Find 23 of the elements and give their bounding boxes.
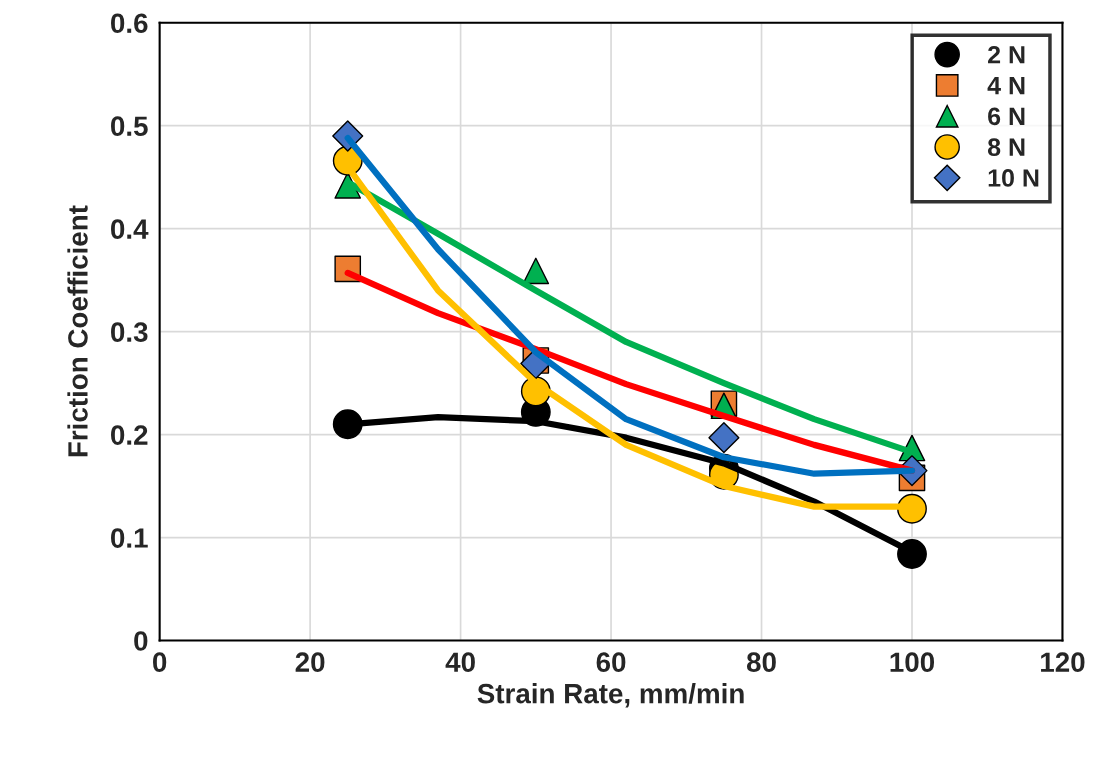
y-tick-label: 0 — [134, 631, 148, 651]
legend-label: 10 N — [988, 169, 1039, 187]
y-tick-label: 0.1 — [111, 528, 148, 548]
x-tick-label: 100 — [890, 652, 935, 673]
y-tick-label: 0.6 — [111, 13, 148, 34]
y-tick-label: 0.5 — [111, 116, 148, 137]
y-tick-label: 0.4 — [111, 219, 149, 239]
x-tick-label: 0 — [153, 652, 167, 673]
legend-label: 4 N — [987, 76, 1025, 95]
y-tick-label: 0.2 — [111, 425, 148, 445]
y-axis-title: Friction Coefficient — [67, 205, 88, 457]
x-tick-label: 60 — [596, 652, 626, 673]
legend-label: 2 N — [988, 45, 1025, 64]
x-tick-label: 120 — [1041, 652, 1085, 673]
x-tick-label: 40 — [445, 652, 475, 673]
point — [522, 257, 550, 285]
legend-label: 8 N — [987, 138, 1025, 157]
legend-label: 6 N — [988, 107, 1025, 126]
point — [708, 422, 740, 454]
y-tick-label: 0.3 — [111, 322, 148, 342]
x-tick-label: 80 — [746, 652, 776, 673]
x-tick-label: 20 — [295, 652, 325, 673]
x-axis-title: Strain Rate, mm/min — [477, 683, 744, 708]
